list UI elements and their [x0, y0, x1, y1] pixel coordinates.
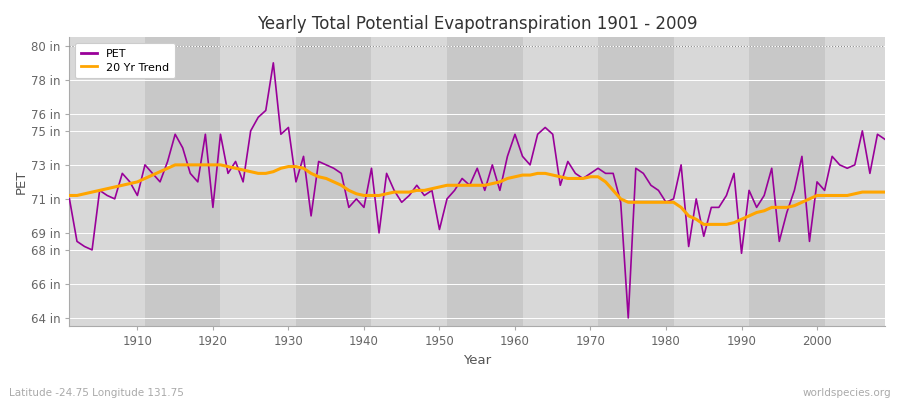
Text: worldspecies.org: worldspecies.org [803, 388, 891, 398]
Text: Latitude -24.75 Longitude 131.75: Latitude -24.75 Longitude 131.75 [9, 388, 184, 398]
Bar [523, 37, 598, 326]
Bar [372, 37, 447, 326]
Y-axis label: PET: PET [15, 170, 28, 194]
Bar [220, 37, 296, 326]
Bar [447, 37, 523, 326]
X-axis label: Year: Year [464, 354, 491, 367]
Legend: PET, 20 Yr Trend: PET, 20 Yr Trend [75, 43, 175, 78]
Bar [296, 37, 372, 326]
Bar [749, 37, 824, 326]
Bar [145, 37, 220, 326]
Bar [69, 37, 145, 326]
Bar [673, 37, 749, 326]
Title: Yearly Total Potential Evapotranspiration 1901 - 2009: Yearly Total Potential Evapotranspiratio… [257, 15, 698, 33]
Bar [598, 37, 673, 326]
